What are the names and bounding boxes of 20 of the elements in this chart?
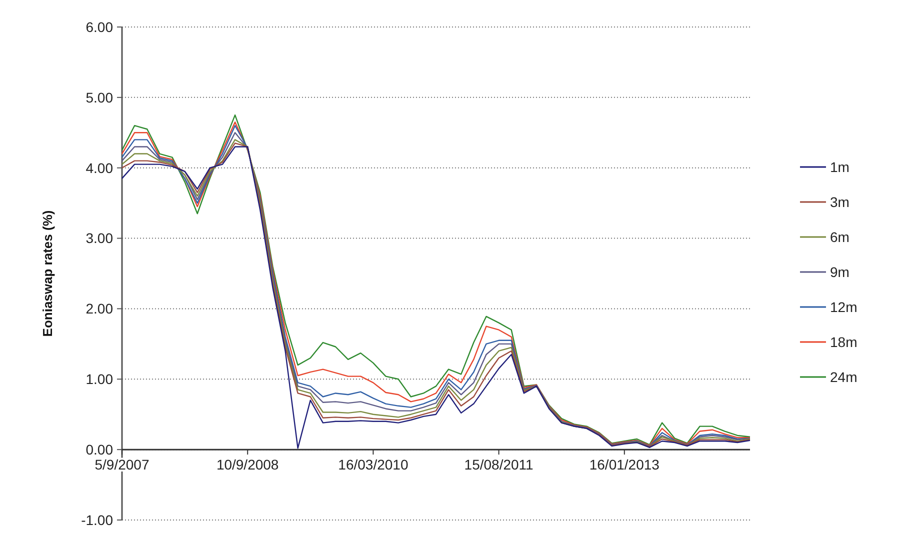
y-axis-title: Eoniaswap rates (%) xyxy=(40,210,55,337)
y-tick-label: 3.00 xyxy=(86,230,114,246)
x-tick-label: 16/01/2013 xyxy=(589,456,660,473)
y-tick-label: 0.00 xyxy=(86,441,114,458)
x-tick-label: 16/03/2010 xyxy=(338,456,408,473)
y-tick-label: -1.00 xyxy=(81,512,114,528)
legend-label: 6m xyxy=(830,228,850,245)
legend-label: 12m xyxy=(830,298,858,315)
legend-label: 24m xyxy=(830,368,858,385)
y-tick-label: 6.00 xyxy=(86,18,114,35)
x-tick-label: 10/9/2008 xyxy=(216,456,279,473)
legend-label: 3m xyxy=(830,194,850,210)
x-tick-label: 15/08/2011 xyxy=(464,456,534,473)
legend-label: 18m xyxy=(830,334,858,350)
y-tick-label: 4.00 xyxy=(86,160,114,176)
legend-label: 9m xyxy=(830,264,850,280)
y-tick-label: 1.00 xyxy=(86,371,114,388)
y-tick-label: 5.00 xyxy=(86,89,114,106)
legend-label: 1m xyxy=(830,158,850,175)
y-tick-label: 2.00 xyxy=(86,300,114,317)
